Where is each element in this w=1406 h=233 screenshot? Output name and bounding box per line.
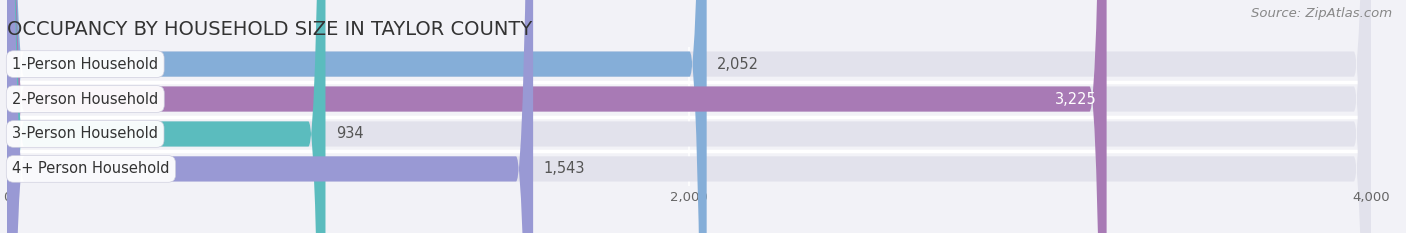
Text: OCCUPANCY BY HOUSEHOLD SIZE IN TAYLOR COUNTY: OCCUPANCY BY HOUSEHOLD SIZE IN TAYLOR CO… [7, 21, 533, 39]
FancyBboxPatch shape [7, 0, 325, 233]
Text: 934: 934 [336, 127, 363, 141]
Text: 2,052: 2,052 [717, 57, 759, 72]
FancyBboxPatch shape [7, 0, 707, 233]
Text: 2-Person Household: 2-Person Household [13, 92, 159, 106]
FancyBboxPatch shape [7, 0, 1107, 233]
Text: 1,543: 1,543 [543, 161, 585, 176]
FancyBboxPatch shape [7, 0, 1371, 233]
Text: Source: ZipAtlas.com: Source: ZipAtlas.com [1251, 7, 1392, 20]
FancyBboxPatch shape [7, 0, 533, 233]
Text: 1-Person Household: 1-Person Household [13, 57, 159, 72]
FancyBboxPatch shape [7, 0, 1371, 233]
Text: 3,225: 3,225 [1054, 92, 1097, 106]
Text: 4+ Person Household: 4+ Person Household [13, 161, 170, 176]
FancyBboxPatch shape [7, 0, 1371, 233]
FancyBboxPatch shape [7, 0, 1371, 233]
Text: 3-Person Household: 3-Person Household [13, 127, 157, 141]
